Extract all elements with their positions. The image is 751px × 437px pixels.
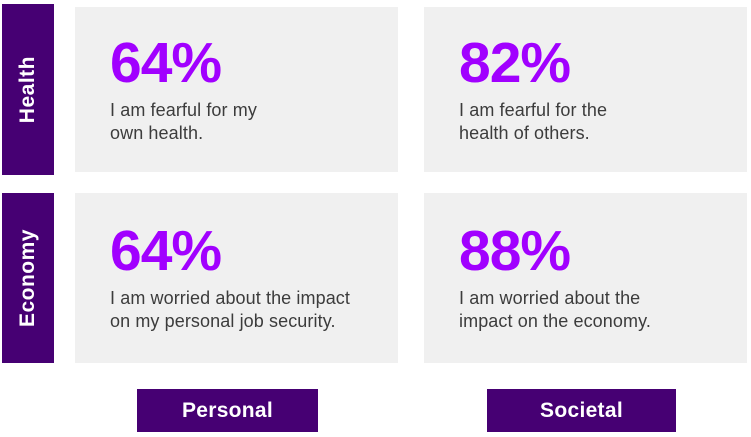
stat-caption-line1: I am fearful for the bbox=[459, 99, 608, 120]
stat-caption-line2: own health. bbox=[110, 122, 204, 143]
stat-caption-economy-societal: I am worried about the impact on the eco… bbox=[459, 287, 739, 332]
row-label-economy: Economy bbox=[2, 193, 54, 363]
stat-percent-economy-societal: 88% bbox=[459, 219, 571, 284]
column-label-personal: Personal bbox=[137, 389, 318, 432]
column-label-personal-text: Personal bbox=[181, 398, 274, 422]
row-label-health: Health bbox=[2, 4, 54, 175]
row-label-health-text: Health bbox=[16, 55, 39, 124]
stat-caption-health-societal: I am fearful for the health of others. bbox=[459, 99, 739, 144]
stat-caption-health-personal: I am fearful for my own health. bbox=[110, 99, 390, 144]
stat-caption-line1: I am worried about the impact bbox=[110, 288, 351, 309]
stat-caption-line1: I am worried about the bbox=[459, 288, 641, 309]
row-label-economy-text: Economy bbox=[16, 228, 39, 328]
stat-card-economy-personal: 64% I am worried about the impact on my … bbox=[75, 193, 398, 363]
stat-card-economy-societal: 88% I am worried about the impact on the… bbox=[424, 193, 747, 363]
stat-caption-economy-personal: I am worried about the impact on my pers… bbox=[110, 287, 390, 332]
stat-caption-line2: on my personal job security. bbox=[110, 311, 336, 331]
stat-caption-line1: I am fearful for my bbox=[110, 99, 257, 120]
stat-caption-line2: impact on the economy. bbox=[459, 311, 651, 331]
stat-percent-health-societal: 82% bbox=[459, 30, 571, 95]
column-label-societal: Societal bbox=[487, 389, 676, 432]
stat-percent-health-personal: 64% bbox=[110, 30, 222, 95]
stat-caption-line2: health of others. bbox=[459, 122, 590, 143]
stat-card-health-personal: 64% I am fearful for my own health. bbox=[75, 7, 398, 172]
column-label-societal-text: Societal bbox=[540, 398, 623, 422]
stat-percent-economy-personal: 64% bbox=[110, 219, 222, 284]
stat-card-health-societal: 82% I am fearful for the health of other… bbox=[424, 7, 747, 172]
